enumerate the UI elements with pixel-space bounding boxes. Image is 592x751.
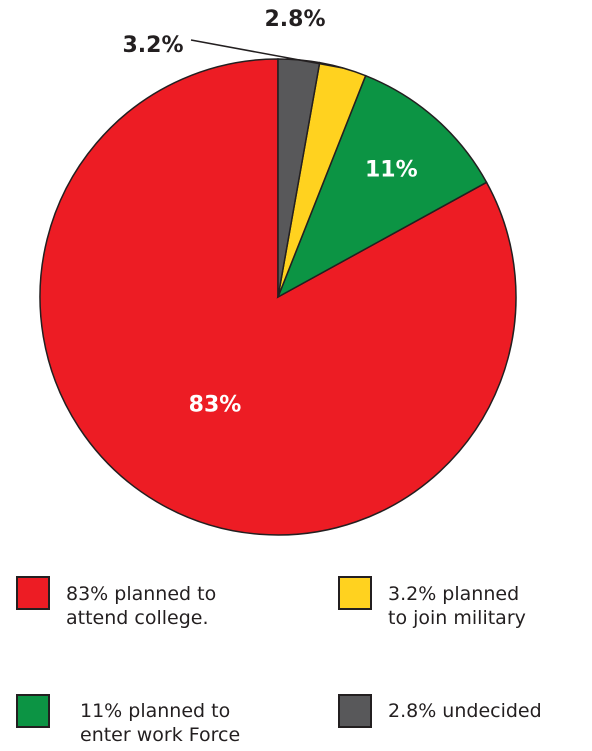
legend-label-undecided: 2.8% undecided [388, 700, 542, 722]
pie-chart: 83% 11% 3.2% 2.8% [39, 7, 517, 536]
data-label-workforce: 11% [365, 157, 418, 182]
pie-slice-workforce [276, 74, 488, 299]
legend-swatch-military [338, 576, 372, 610]
legend-label-military: 3.2% planned to join military [388, 583, 526, 629]
leader-line-military [190, 39, 344, 69]
data-label-undecided: 2.8% [264, 7, 325, 32]
legend-swatch-undecided [338, 694, 372, 728]
data-label-military: 3.2% [122, 33, 183, 58]
legend-swatch-college [16, 576, 50, 610]
data-label-college: 83% [189, 393, 242, 418]
legend-label-college: 83% planned to attend college. [66, 583, 217, 629]
legend-label-workforce: 11% planned to enter work Force [80, 700, 241, 746]
legend-swatch-workforce [16, 694, 50, 728]
